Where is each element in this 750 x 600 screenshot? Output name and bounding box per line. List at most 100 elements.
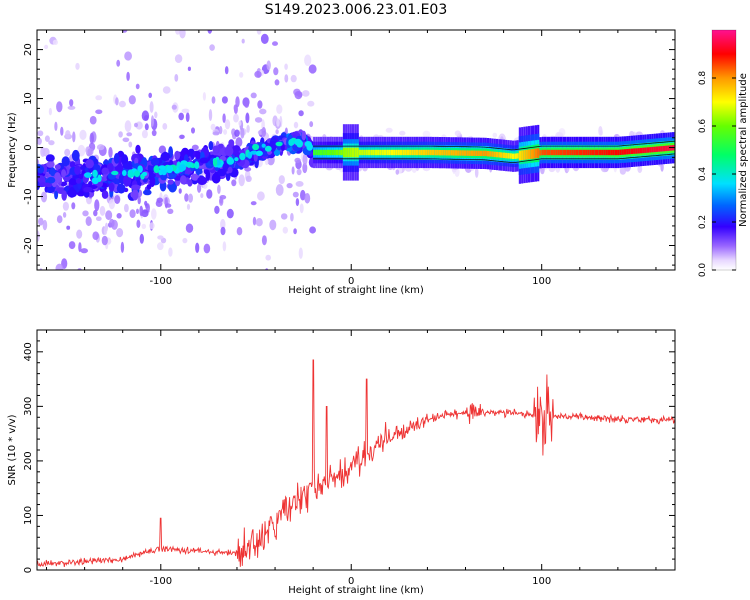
band-cell xyxy=(473,150,476,156)
ridge-blob xyxy=(190,173,200,181)
band-cell xyxy=(633,148,636,154)
noise-blob xyxy=(302,90,310,97)
noise-blob xyxy=(238,174,245,187)
noise-blob xyxy=(637,165,643,173)
noise-blob xyxy=(171,104,177,110)
ridge-peak xyxy=(91,177,99,185)
band-cell xyxy=(322,149,325,156)
noise-blob xyxy=(291,166,295,175)
noise-blob xyxy=(260,33,269,45)
band-cell xyxy=(445,150,448,156)
ridge-peak xyxy=(141,171,148,177)
ridge-blob xyxy=(116,183,126,194)
noise-blob xyxy=(179,134,185,139)
band-cell xyxy=(498,152,501,158)
noise-blob xyxy=(309,226,316,234)
noise-blob xyxy=(149,222,155,230)
band-cell xyxy=(500,152,503,158)
band-cell xyxy=(390,149,394,156)
band-cell xyxy=(374,149,378,156)
noise-blob xyxy=(239,72,244,78)
noise-blob xyxy=(226,208,234,219)
band-cell xyxy=(395,149,398,156)
band-cell xyxy=(372,149,375,156)
ridge-peak xyxy=(288,139,294,146)
noise-blob xyxy=(212,131,220,136)
ridge-peak xyxy=(255,150,263,157)
ridge-peak xyxy=(234,157,239,162)
band-cell xyxy=(560,149,563,156)
noise-blob xyxy=(71,202,76,210)
noise-blob xyxy=(208,109,213,121)
noise-blob xyxy=(280,213,288,220)
band-cell xyxy=(573,149,576,156)
band-cell xyxy=(313,149,316,156)
band-cell xyxy=(546,149,549,156)
band-cell xyxy=(461,150,464,156)
colorbar-label: Normalized spectral amplitude xyxy=(738,73,749,227)
band-cell xyxy=(612,149,615,156)
noise-blob xyxy=(48,107,53,116)
noise-blob xyxy=(141,129,148,139)
noise-blob xyxy=(144,123,149,131)
noise-blob xyxy=(76,229,83,239)
ridge-blob xyxy=(217,168,227,177)
noise-blob xyxy=(128,95,136,105)
noise-blob xyxy=(191,144,199,151)
ridge-blob xyxy=(69,161,76,168)
noise-blob xyxy=(255,218,263,227)
band-cell xyxy=(370,149,373,156)
noise-blob xyxy=(219,126,223,135)
band-cell xyxy=(436,149,439,156)
band-cell xyxy=(658,146,661,152)
y-tick-label: 300 xyxy=(23,397,34,416)
ridge-blob xyxy=(187,179,193,187)
band-cell xyxy=(413,149,416,156)
noise-blob xyxy=(94,199,100,212)
band-cell xyxy=(667,145,670,151)
noise-blob xyxy=(308,64,317,74)
band-cell xyxy=(409,149,412,156)
band-cell xyxy=(626,149,629,155)
band-cell xyxy=(564,149,567,156)
band-cell xyxy=(528,149,531,160)
noise-blob xyxy=(151,129,157,137)
noise-blob xyxy=(139,233,144,244)
band-cell xyxy=(457,150,460,156)
noise-blob xyxy=(286,183,293,189)
noise-blob xyxy=(273,67,279,76)
ridge-blob xyxy=(273,149,281,157)
x-tick-label: 0 xyxy=(348,276,354,287)
band-cell xyxy=(653,146,656,153)
band-cell xyxy=(352,147,355,158)
colorbar-gradient xyxy=(712,30,736,270)
noise-blob xyxy=(257,191,265,201)
ridge-peak xyxy=(161,167,167,176)
ridge-peak xyxy=(226,157,235,165)
band-cell xyxy=(386,149,389,156)
noise-blob xyxy=(178,188,182,194)
noise-blob xyxy=(294,91,303,100)
band-cell xyxy=(381,149,384,156)
band-cell xyxy=(662,145,665,152)
noise-blob xyxy=(168,247,173,257)
band-cell xyxy=(566,149,569,156)
band-cell xyxy=(544,149,547,156)
noise-blob xyxy=(124,120,132,132)
noise-blob xyxy=(55,263,64,270)
noise-blob xyxy=(257,100,263,109)
ridge-peak xyxy=(264,145,272,152)
noise-blob xyxy=(241,38,245,44)
band-edge-lower xyxy=(313,153,675,163)
noise-blob xyxy=(78,242,82,253)
noise-blob xyxy=(124,51,132,61)
ridge-blob xyxy=(160,152,171,161)
noise-blob xyxy=(222,113,226,123)
noise-blob xyxy=(298,247,303,259)
noise-blob xyxy=(96,144,105,151)
noise-blob xyxy=(40,191,48,203)
band-cell xyxy=(459,150,462,156)
band-cell xyxy=(514,153,517,159)
y-tick-label: 100 xyxy=(23,506,34,525)
